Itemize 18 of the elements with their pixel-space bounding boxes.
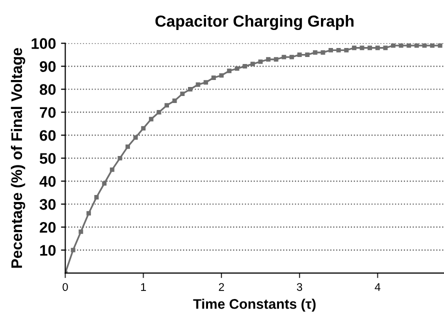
- x-tick-label: 4: [374, 283, 380, 291]
- y-tick-label: 80: [40, 84, 56, 95]
- y-tick-label: 90: [40, 61, 56, 72]
- y-tick-label: 60: [40, 130, 56, 141]
- y-tick-label: 10: [40, 244, 56, 256]
- y-tick-label: 30: [40, 198, 56, 210]
- x-tick-label: 2: [218, 283, 224, 291]
- y-tick-label: 40: [39, 176, 56, 187]
- chart-title: Capacitor Charging Graph: [155, 15, 354, 30]
- x-axis-title: Time Constants (τ): [193, 298, 316, 312]
- y-axis-title: Pecentage (%) of Final Voltage: [10, 48, 26, 268]
- y-tick-label: 50: [40, 153, 56, 164]
- x-tick-label: 3: [296, 283, 302, 291]
- x-tick-label: 1: [141, 283, 146, 291]
- x-tick-label: 0: [62, 283, 68, 291]
- y-tick-label: 100: [32, 38, 56, 49]
- y-tick-label: 70: [40, 107, 56, 118]
- y-tick-label: 20: [40, 222, 56, 233]
